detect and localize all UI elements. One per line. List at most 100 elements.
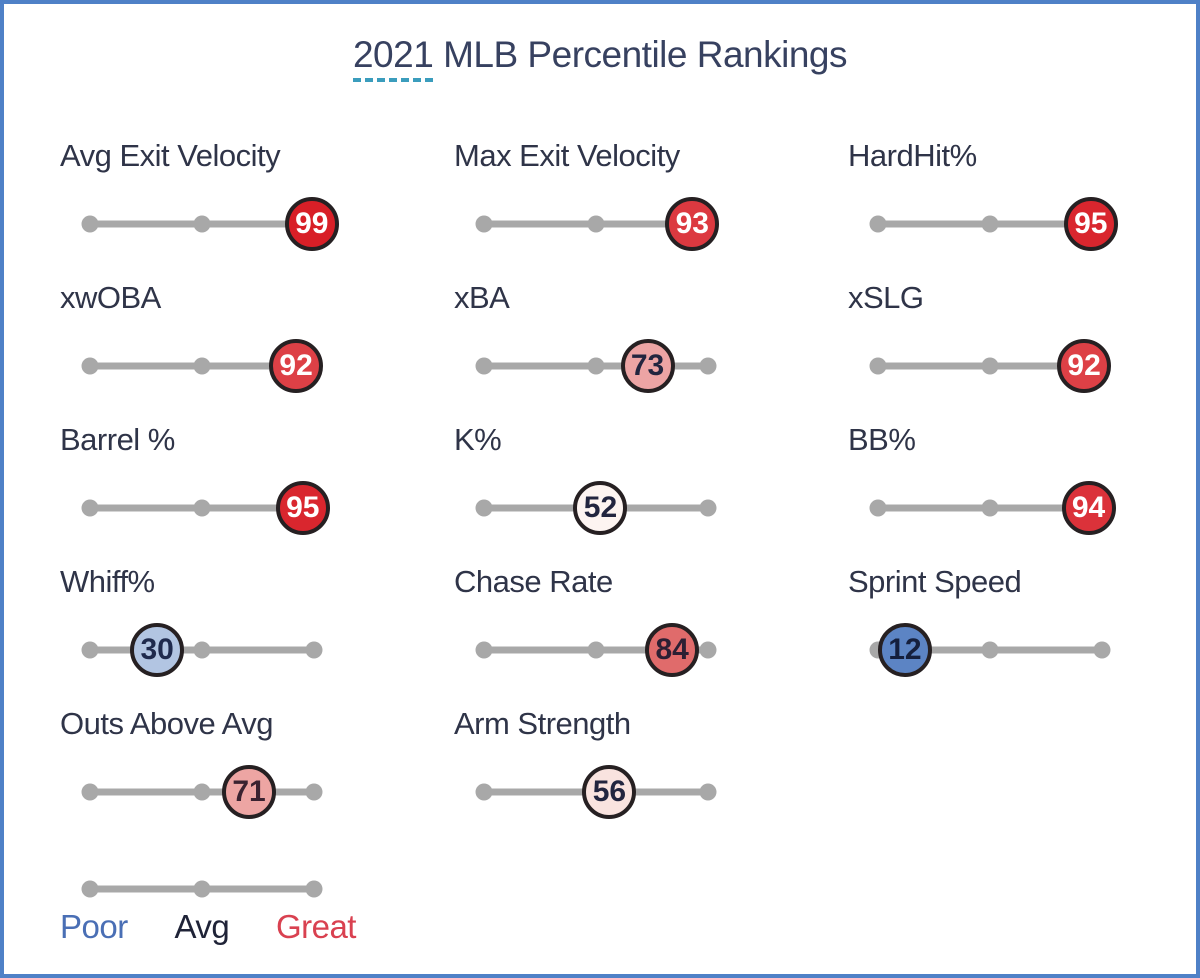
track-start-dot <box>81 357 99 375</box>
track-end-dot <box>699 357 717 375</box>
percentile-slider: 73 <box>475 334 717 398</box>
track-end-dot <box>699 641 717 659</box>
stat-label: Sprint Speed <box>848 564 1022 599</box>
percentile-bubble[interactable]: 92 <box>1057 339 1112 393</box>
legend-end-dot <box>305 880 323 898</box>
percentile-bubble[interactable]: 94 <box>1061 481 1116 535</box>
percentile-bubble[interactable]: 56 <box>582 765 637 819</box>
percentile-slider: 92 <box>81 334 324 398</box>
track-start-dot <box>81 783 99 801</box>
track-end-dot <box>699 783 717 801</box>
percentile-bubble[interactable]: 92 <box>269 339 324 393</box>
percentile-slider: 12 <box>869 618 1111 682</box>
stat-label: xBA <box>454 280 510 315</box>
track-end-dot <box>305 641 323 659</box>
legend-label: Avg <box>174 908 230 945</box>
percentile-slider: 95 <box>81 476 330 540</box>
stat-label: Whiff% <box>60 564 155 599</box>
percentile-bubble[interactable]: 12 <box>877 623 932 677</box>
percentile-slider: 71 <box>81 760 323 824</box>
percentile-slider: 94 <box>869 476 1116 540</box>
legend-label: Poor <box>60 908 128 945</box>
stat-cell: xwOBA 92 <box>60 274 454 416</box>
track-mid-dot <box>981 357 999 375</box>
track-mid-dot <box>981 215 999 233</box>
legend-start-dot <box>81 880 99 898</box>
percentile-bubble[interactable]: 73 <box>620 339 675 393</box>
stat-label: xwOBA <box>60 280 161 315</box>
percentile-bubble[interactable]: 95 <box>1063 197 1118 251</box>
track-start-dot <box>475 641 493 659</box>
stat-cell: HardHit% 95 <box>848 132 1148 274</box>
stat-cell: Chase Rate 84 <box>454 558 848 700</box>
percentile-bubble[interactable]: 84 <box>645 623 700 677</box>
track-mid-dot <box>587 357 605 375</box>
track-start-dot <box>81 641 99 659</box>
title-rest: MLB Percentile Rankings <box>433 34 847 75</box>
track-mid-dot <box>587 641 605 659</box>
stat-label: Arm Strength <box>454 706 631 741</box>
percentile-slider: 56 <box>475 760 717 824</box>
stat-label: K% <box>454 422 502 457</box>
page-title: 2021 MLB Percentile Rankings <box>4 34 1196 82</box>
stat-label: HardHit% <box>848 138 977 173</box>
stat-label: BB% <box>848 422 916 457</box>
track-start-dot <box>475 499 493 517</box>
stat-label: xSLG <box>848 280 924 315</box>
percentile-bubble[interactable]: 93 <box>665 197 720 251</box>
legend-labels: Poor Avg Great <box>60 908 356 946</box>
percentile-bubble[interactable]: 99 <box>284 197 339 251</box>
track-mid-dot <box>193 641 211 659</box>
stat-cell: Arm Strength 56 <box>454 700 848 842</box>
track-start-dot <box>475 783 493 801</box>
legend-cell: Poor Avg Great <box>60 842 454 974</box>
percentile-slider: 52 <box>475 476 717 540</box>
stat-label: Chase Rate <box>454 564 613 599</box>
stat-label: Avg Exit Velocity <box>60 138 281 173</box>
percentile-slider: 93 <box>475 192 720 256</box>
track-start-dot <box>869 499 887 517</box>
stat-cell: xBA 73 <box>454 274 848 416</box>
percentile-bubble[interactable]: 95 <box>275 481 330 535</box>
stat-label: Outs Above Avg <box>60 706 274 741</box>
stat-cell: xSLG 92 <box>848 274 1148 416</box>
percentile-bubble[interactable]: 30 <box>130 623 185 677</box>
track-mid-dot <box>193 357 211 375</box>
track-end-dot <box>699 499 717 517</box>
stat-cell: Avg Exit Velocity 99 <box>60 132 454 274</box>
stat-cell: BB% 94 <box>848 416 1148 558</box>
percentile-slider: 30 <box>81 618 323 682</box>
track-end-dot <box>1093 641 1111 659</box>
stat-cell: Whiff% 30 <box>60 558 454 700</box>
track-mid-dot <box>193 783 211 801</box>
track-mid-dot <box>981 499 999 517</box>
track-start-dot <box>475 215 493 233</box>
legend-mid-dot <box>193 880 211 898</box>
track-mid-dot <box>981 641 999 659</box>
percentile-slider: 95 <box>869 192 1118 256</box>
stat-cell: K% 52 <box>454 416 848 558</box>
track-mid-dot <box>587 215 605 233</box>
track-start-dot <box>475 357 493 375</box>
track-start-dot <box>869 215 887 233</box>
track-end-dot <box>305 783 323 801</box>
percentile-bubble[interactable]: 52 <box>573 481 628 535</box>
percentile-slider: 99 <box>81 192 339 256</box>
stat-cell: Barrel % 95 <box>60 416 454 558</box>
track-start-dot <box>81 499 99 517</box>
stats-grid: Avg Exit Velocity 99 Max Exit Velocity 9… <box>60 132 1148 974</box>
percentile-bubble[interactable]: 71 <box>222 765 277 819</box>
stat-cell: Outs Above Avg 71 <box>60 700 454 842</box>
title-year[interactable]: 2021 <box>352 34 434 82</box>
track-start-dot <box>869 357 887 375</box>
track-start-dot <box>81 215 99 233</box>
percentile-slider: 84 <box>475 618 717 682</box>
track-mid-dot <box>193 499 211 517</box>
stat-cell: Max Exit Velocity 93 <box>454 132 848 274</box>
percentile-slider: 92 <box>869 334 1112 398</box>
stat-label: Barrel % <box>60 422 175 457</box>
stat-cell: Sprint Speed 12 <box>848 558 1148 700</box>
legend-slider <box>81 857 323 921</box>
legend-label: Great <box>275 908 357 945</box>
